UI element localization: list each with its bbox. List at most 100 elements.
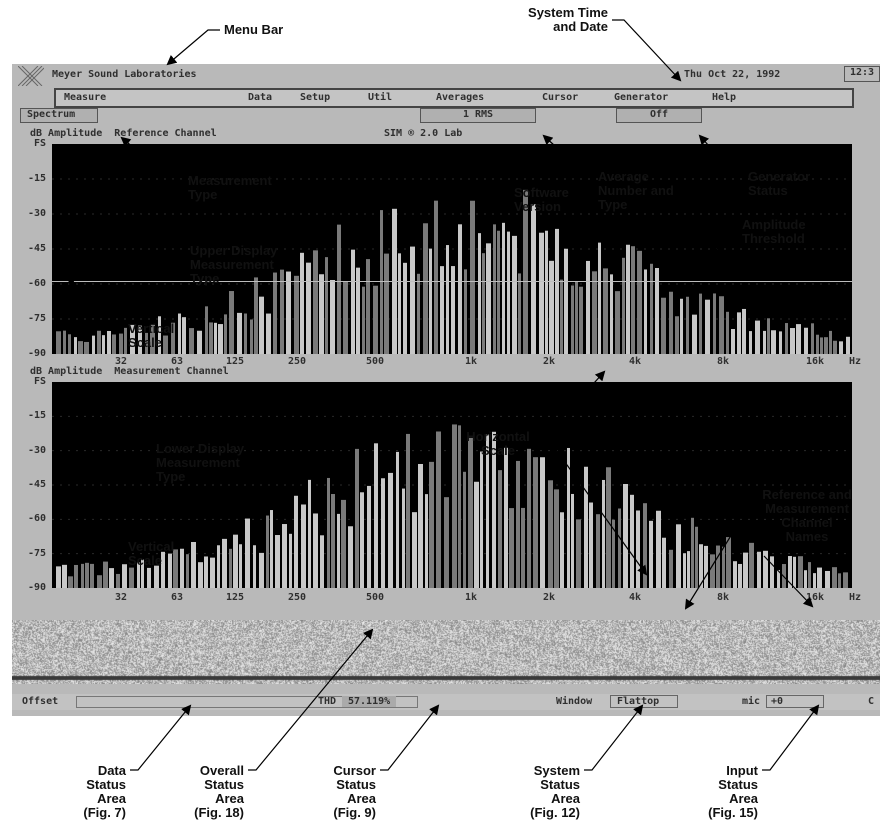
spectrum-bar bbox=[474, 481, 479, 588]
spectrum-bar bbox=[282, 524, 287, 588]
upper-display-label: dB Amplitude Reference Channel bbox=[30, 128, 217, 139]
spectrum-bar bbox=[631, 246, 635, 354]
data-status-field bbox=[76, 696, 418, 708]
menu-averages[interactable]: Averages bbox=[436, 92, 485, 103]
spectrum-bar bbox=[630, 494, 634, 588]
input-mic-value[interactable]: +0 bbox=[766, 695, 825, 708]
spectrum-bar bbox=[351, 249, 355, 354]
spectrum-bar bbox=[482, 253, 485, 354]
callout-input-status: Input Status Area (Fig. 15) bbox=[708, 763, 758, 820]
spectrum-bar bbox=[804, 570, 807, 588]
spectrum-bar bbox=[306, 262, 311, 354]
spectrum-bar bbox=[275, 535, 280, 588]
spectrum-bar bbox=[680, 298, 683, 354]
spectrum-bar bbox=[539, 232, 544, 354]
spectrum-bar bbox=[592, 271, 597, 354]
spectrum-bar bbox=[280, 269, 284, 354]
spectrum-bar bbox=[507, 231, 510, 354]
spectrum-bar bbox=[116, 573, 120, 588]
spectrum-bar bbox=[150, 324, 155, 354]
spectrum-bar bbox=[493, 224, 496, 354]
spectrum-bar bbox=[444, 497, 449, 588]
spectrum-bar bbox=[429, 248, 432, 354]
spectrum-bar bbox=[137, 562, 140, 588]
menu-help[interactable]: Help bbox=[712, 92, 737, 103]
input-mic-label: mic bbox=[742, 696, 761, 707]
callout-overall-status: Overall Status Area (Fig. 18) bbox=[194, 763, 244, 820]
spectrum-bar bbox=[695, 526, 698, 588]
lower-x-tick: 16k bbox=[805, 592, 825, 603]
menu-util[interactable]: Util bbox=[368, 92, 393, 103]
input-channel-c: C bbox=[868, 696, 875, 707]
spectrum-bar bbox=[229, 291, 234, 354]
spectrum-bar bbox=[804, 327, 808, 354]
spectrum-bar bbox=[222, 538, 227, 588]
upper-x-tick: 16k bbox=[805, 356, 825, 367]
spectrum-bar bbox=[74, 337, 77, 354]
spectrum-bar bbox=[180, 548, 184, 588]
spectrum-bar bbox=[618, 508, 621, 588]
spectrum-bar bbox=[687, 551, 690, 588]
spectrum-bar bbox=[209, 322, 213, 354]
upper-x-tick: 8k bbox=[716, 356, 730, 367]
menu-generator[interactable]: Generator bbox=[614, 92, 669, 103]
callout-cursor-status: Cursor Status Area (Fig. 9) bbox=[333, 763, 376, 820]
callout-measurement-type: Measurement Type bbox=[188, 173, 272, 202]
spectrum-bar bbox=[811, 323, 814, 354]
spectrum-bar bbox=[266, 515, 269, 588]
spectrum-bar bbox=[589, 502, 593, 588]
system-window-value[interactable]: Flattop bbox=[610, 695, 679, 708]
spectrum-bar bbox=[691, 517, 694, 588]
spectrum-bar bbox=[771, 330, 776, 354]
spectrum-bar bbox=[367, 485, 371, 588]
spectrum-bar bbox=[214, 322, 217, 354]
spectrum-bar bbox=[56, 566, 61, 588]
upper-x-tick: 32 bbox=[114, 356, 128, 367]
spectrum-bar bbox=[63, 330, 66, 354]
spectrum-bar bbox=[62, 564, 67, 588]
spectrum-bar bbox=[626, 244, 630, 354]
spectrum-bar bbox=[743, 552, 748, 588]
spectrum-bar bbox=[676, 524, 681, 588]
spectrum-bar bbox=[434, 200, 438, 354]
spectrum-bar bbox=[716, 545, 720, 588]
spectrum-bar bbox=[705, 299, 710, 354]
spectrum-bar bbox=[341, 499, 346, 588]
spectrum-bar bbox=[782, 564, 786, 588]
spectrum-bar bbox=[596, 514, 600, 588]
lower-y-tick: -75 bbox=[27, 547, 46, 559]
upper-spectrum bbox=[52, 178, 852, 354]
spectrum-bar bbox=[158, 316, 161, 354]
lower-x-tick: 32 bbox=[114, 592, 128, 603]
spectrum-bar bbox=[742, 308, 746, 354]
menu-data[interactable]: Data bbox=[248, 92, 273, 103]
spectrum-bar bbox=[173, 549, 178, 588]
data-status-offset: Offset bbox=[22, 696, 59, 707]
spectrum-bar bbox=[643, 503, 647, 588]
lower-x-tick: 63 bbox=[170, 592, 184, 603]
spectrum-bar bbox=[360, 492, 364, 588]
spectrum-bar bbox=[130, 324, 135, 354]
spectrum-bar bbox=[97, 575, 102, 588]
menu-setup[interactable]: Setup bbox=[300, 92, 331, 103]
spectrum-bar bbox=[197, 330, 202, 354]
spectrum-bar bbox=[301, 504, 306, 588]
spectrum-bar bbox=[327, 477, 330, 588]
spectrum-bar bbox=[343, 281, 348, 354]
spectrum-bar bbox=[464, 269, 467, 354]
menu-measure[interactable]: Measure bbox=[64, 92, 107, 103]
spectrum-bar bbox=[575, 281, 578, 354]
spectrum-bar bbox=[254, 277, 258, 354]
spectrum-bar bbox=[713, 293, 716, 354]
spectrum-bar bbox=[567, 447, 570, 588]
spectrum-bar bbox=[637, 250, 642, 354]
menu-cursor[interactable]: Cursor bbox=[542, 92, 579, 103]
spectrum-bar bbox=[622, 257, 625, 354]
spectrum-bar bbox=[737, 312, 741, 354]
spectrum-bar bbox=[84, 341, 89, 354]
spectrum-bar bbox=[733, 561, 737, 588]
spectrum-bar bbox=[205, 306, 208, 354]
spectrum-bar bbox=[584, 466, 588, 588]
spectrum-bar bbox=[644, 269, 647, 354]
spectrum-bar bbox=[210, 557, 215, 588]
